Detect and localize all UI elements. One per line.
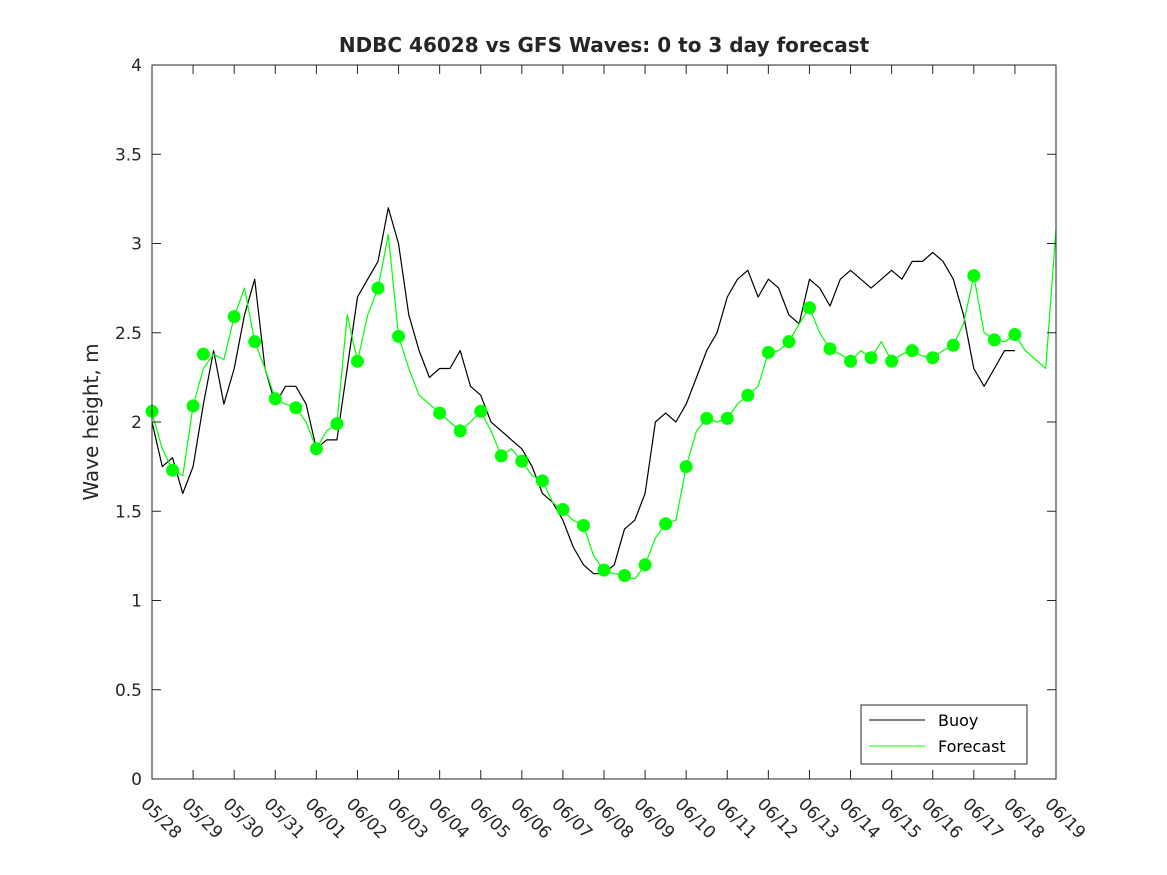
forecast-start-points-point (535, 474, 549, 488)
forecast-start-points-point (679, 460, 693, 474)
forecast-start-points-point (926, 351, 940, 365)
y-tick-label: 2 (131, 413, 142, 433)
legend: Buoy Forecast (860, 704, 1028, 765)
forecast-start-points-point (946, 338, 960, 352)
forecast-start-points-point (782, 335, 796, 349)
y-tick-label: 0 (131, 770, 142, 790)
forecast-start-points-point (720, 411, 734, 425)
forecast-start-points-point (576, 519, 590, 533)
forecast-start-points-point (494, 449, 508, 463)
y-tick-label: 3 (131, 235, 142, 255)
y-tick-label: 3.5 (115, 145, 142, 165)
plot-frame (151, 64, 1057, 780)
y-tick-label: 0.5 (115, 681, 142, 701)
forecast-start-points-point (700, 411, 714, 425)
y-axis-label: Wave height, m (79, 343, 103, 500)
forecast-start-points-point (802, 301, 816, 315)
forecast-start-points-point (967, 269, 981, 283)
forecast-start-points-point (268, 392, 282, 406)
forecast-start-points-point (761, 345, 775, 359)
forecast-start-points-point (618, 569, 632, 583)
forecast-start-points-point (905, 344, 919, 358)
forecast-start-points-point (741, 388, 755, 402)
forecast-start-points-point (289, 401, 303, 415)
forecast-start-points-point (515, 454, 529, 468)
y-tick-label: 1 (131, 592, 142, 612)
forecast-start-points-point (186, 399, 200, 413)
forecast-start-points-point (474, 404, 488, 418)
forecast-start-points-point (823, 342, 837, 356)
forecast-start-points-point (350, 354, 364, 368)
forecast-start-points-point (556, 502, 570, 516)
forecast-start-points-point (433, 406, 447, 420)
forecast-start-points-point (885, 354, 899, 368)
forecast-start-points-point (392, 329, 406, 343)
forecast-start-points-point (659, 517, 673, 531)
forecast-start-points-point (864, 351, 878, 365)
forecast-start-points-point (987, 333, 1001, 347)
legend-buoy-label: Buoy (938, 711, 978, 730)
y-tick-label: 2.5 (115, 324, 142, 344)
forecast-start-points-point (371, 281, 385, 295)
buoy-series-line (151, 207, 1015, 575)
forecast-start-points-point (248, 335, 262, 349)
plot-area (152, 65, 1056, 779)
forecast-start-points-point (453, 424, 467, 438)
y-tick-label: 4 (131, 56, 142, 76)
legend-forecast-label: Forecast (938, 737, 1006, 756)
y-tick-label: 1.5 (115, 502, 142, 522)
forecast-start-points-point (638, 558, 652, 572)
legend-box (860, 704, 1028, 765)
forecast-start-points-point (227, 310, 241, 324)
forecast-start-points-point (330, 417, 344, 431)
forecast-start-points-point (597, 563, 611, 577)
forecast-start-points-point (309, 442, 323, 456)
forecast-start-points-point (196, 347, 210, 361)
forecast-start-points-point (1008, 328, 1022, 342)
forecast-start-points-point (166, 463, 180, 477)
chart-title: NDBC 46028 vs GFS Waves: 0 to 3 day fore… (339, 33, 870, 57)
forecast-start-points-point (844, 354, 858, 368)
